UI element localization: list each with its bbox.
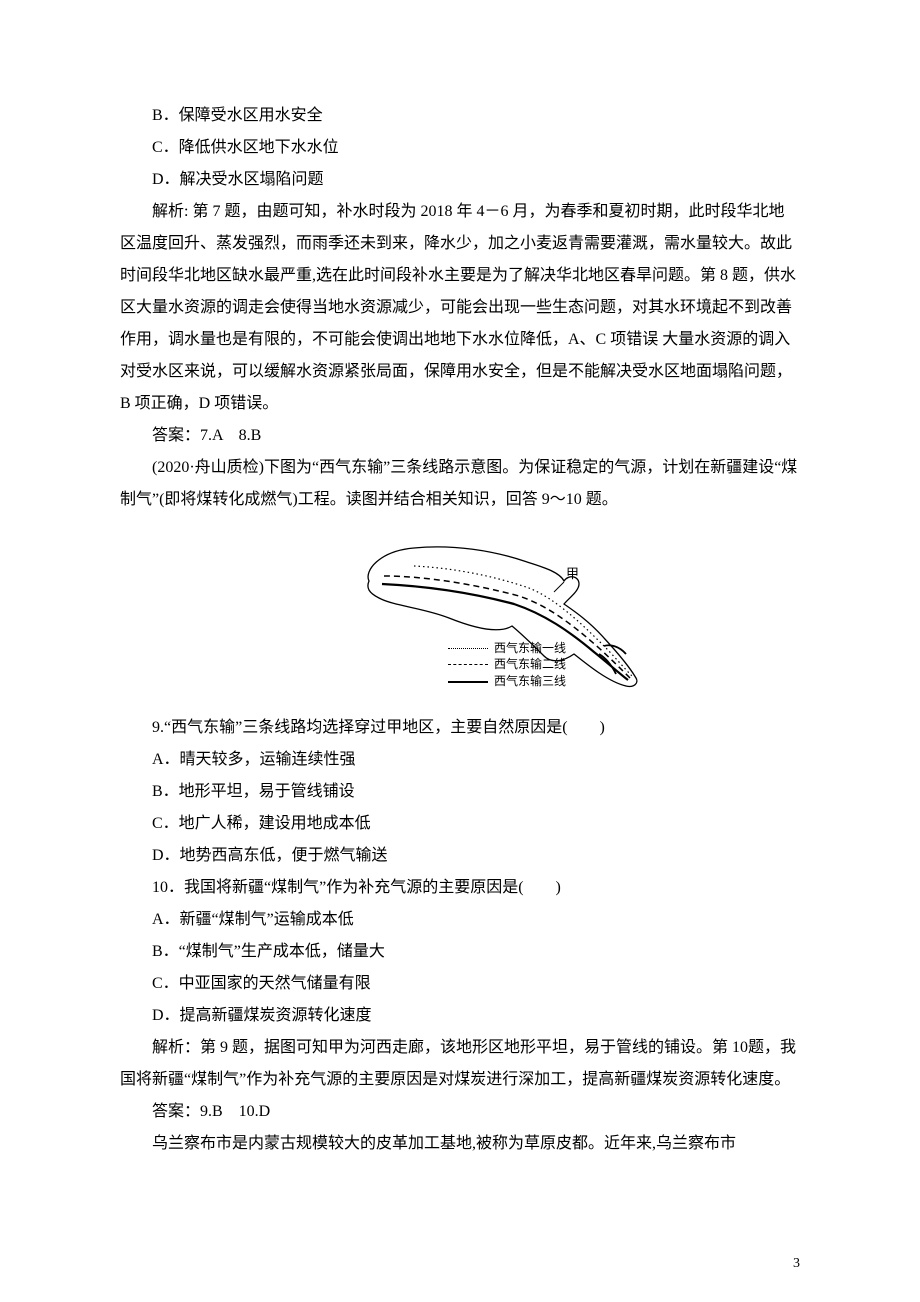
trailing-paragraph: 乌兰察布市是内蒙古规模较大的皮革加工基地,被称为草原皮都。近年来,乌兰察布市: [120, 1128, 800, 1160]
legend-line1-label: 西气东输一线: [494, 640, 566, 657]
answer-7-8: 答案：7.A 8.B: [120, 420, 800, 452]
q9-stem: 9.“西气东输”三条线路均选择穿过甲地区，主要自然原因是( ): [120, 712, 800, 744]
q10-option-a: A．新疆“煤制气”运输成本低: [120, 904, 800, 936]
map-figure: 甲 西气东输一线 西气东输二线 西气东输三线: [120, 526, 800, 708]
q8-option-c: C．降低供水区地下水水位: [120, 132, 800, 164]
q9-option-b: B．地形平坦，易于管线铺设: [120, 776, 800, 808]
page-number: 3: [793, 1250, 800, 1278]
q9-option-d: D．地势西高东低，便于燃气输送: [120, 840, 800, 872]
q9-option-a: A．晴天较多，运输连续性强: [120, 744, 800, 776]
legend-line2-label: 西气东输二线: [494, 656, 566, 673]
q10-option-c: C．中亚国家的天然气储量有限: [120, 968, 800, 1000]
q10-option-b: B．“煤制气”生产成本低，储量大: [120, 936, 800, 968]
analysis-7-8: 解析: 第 7 题，由题可知，补水时段为 2018 年 4－6 月，为春季和夏初…: [120, 196, 800, 420]
analysis-9-10: 解析：第 9 题，据图可知甲为河西走廊，该地形区地形平坦，易于管线的铺设。第 1…: [120, 1032, 800, 1096]
legend-line3-label: 西气东输三线: [494, 673, 566, 690]
q10-option-d: D．提高新疆煤炭资源转化速度: [120, 1000, 800, 1032]
legend-line3-icon: [448, 681, 488, 683]
intro-9-10: (2020·舟山质检)下图为“西气东输”三条线路示意图。为保证稳定的气源，计划在…: [120, 452, 800, 516]
q8-option-d: D．解决受水区塌陷问题: [120, 164, 800, 196]
legend-line1-icon: [448, 648, 488, 649]
q8-option-b: B．保障受水区用水安全: [120, 100, 800, 132]
map-label-jia: 甲: [566, 566, 579, 581]
q9-option-c: C．地广人稀，建设用地成本低: [120, 808, 800, 840]
q10-stem: 10．我国将新疆“煤制气”作为补充气源的主要原因是( ): [120, 872, 800, 904]
map-legend: 西气东输一线 西气东输二线 西气东输三线: [448, 640, 566, 690]
legend-line2-icon: [448, 664, 488, 665]
answer-9-10: 答案：9.B 10.D: [120, 1096, 800, 1128]
